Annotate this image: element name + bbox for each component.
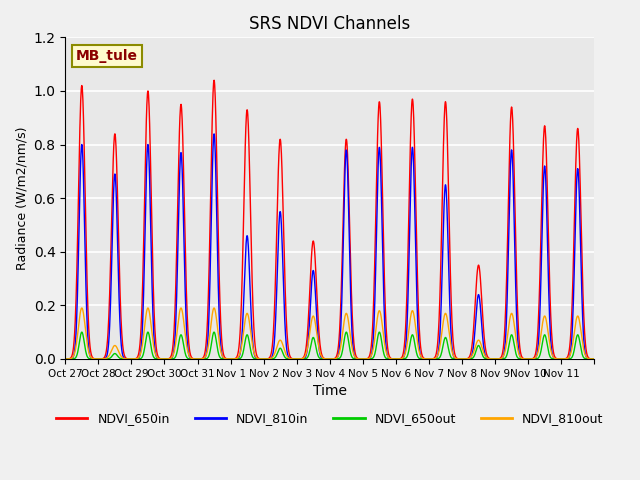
Legend: NDVI_650in, NDVI_810in, NDVI_650out, NDVI_810out: NDVI_650in, NDVI_810in, NDVI_650out, NDV… (51, 407, 609, 430)
X-axis label: Time: Time (313, 384, 347, 398)
Title: SRS NDVI Channels: SRS NDVI Channels (249, 15, 410, 33)
Y-axis label: Radiance (W/m2/nm/s): Radiance (W/m2/nm/s) (15, 126, 28, 270)
Text: MB_tule: MB_tule (76, 49, 138, 63)
